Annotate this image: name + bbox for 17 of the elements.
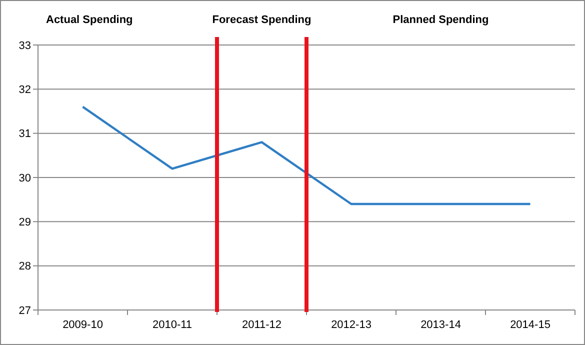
y-tick-label: 32 bbox=[18, 84, 31, 96]
y-tick-label: 33 bbox=[18, 40, 31, 52]
line-series bbox=[82, 106, 532, 206]
y-tick-label: 29 bbox=[18, 216, 31, 229]
y-tick-label: 30 bbox=[18, 172, 31, 184]
y-tick-label: 31 bbox=[18, 128, 31, 140]
text: Forecast Spending bbox=[212, 14, 312, 26]
text: Actual Spending bbox=[46, 14, 133, 26]
x-tick-label: 2011-12 bbox=[242, 319, 282, 331]
x-tick-label: 2014-15 bbox=[510, 319, 550, 331]
y-tick-label: 27 bbox=[18, 304, 31, 317]
x-tick-label: 2012-13 bbox=[331, 319, 372, 331]
text: Planned Spending bbox=[392, 14, 489, 26]
y-tick-label: 28 bbox=[18, 260, 31, 273]
x-tick-label: 2010-11 bbox=[152, 319, 192, 331]
x-tick-label: 2009-10 bbox=[62, 319, 103, 331]
x-tick-label: 2013-14 bbox=[420, 319, 461, 331]
